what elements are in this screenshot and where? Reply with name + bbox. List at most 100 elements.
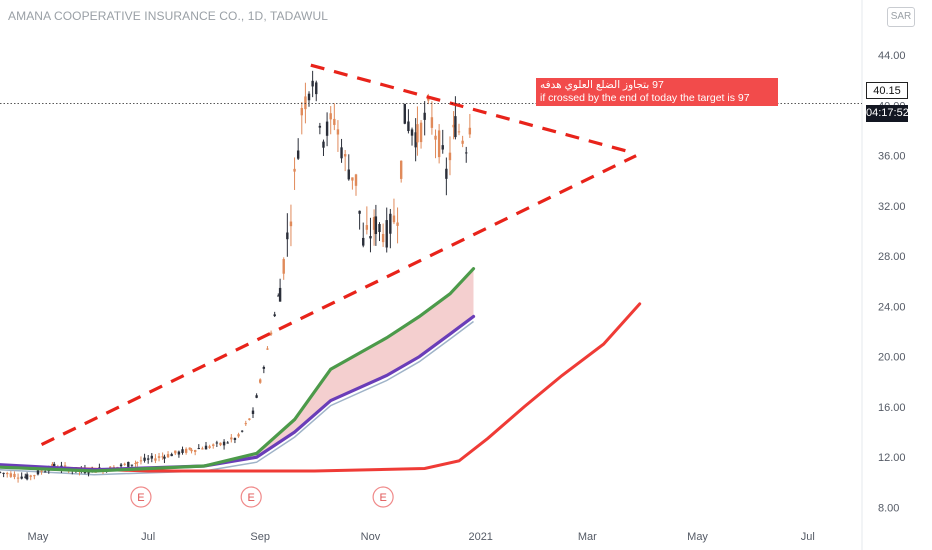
currency-button[interactable]: SAR — [887, 7, 915, 27]
candle-body — [340, 147, 343, 159]
candle-body — [396, 222, 399, 226]
candle-body — [365, 225, 369, 230]
candle-body — [434, 135, 437, 140]
candle-body — [307, 93, 311, 101]
candle-body — [63, 465, 67, 467]
candle-body — [293, 168, 296, 172]
candle-body — [201, 448, 204, 450]
candle-body — [304, 96, 307, 110]
candle-body — [325, 121, 329, 136]
event-marker: E — [240, 486, 262, 508]
candle-body — [215, 442, 219, 444]
candle-body — [161, 456, 164, 458]
candle-body — [403, 103, 406, 124]
candle-body — [0, 471, 2, 473]
candle-body — [315, 82, 318, 95]
candle-body — [233, 438, 237, 440]
candle-body — [277, 295, 280, 297]
candle-body — [87, 472, 90, 474]
candle-body — [134, 462, 137, 464]
x-tick-label: Mar — [578, 531, 597, 543]
chart-title: AMANA COOPERATIVE INSURANCE CO., 1D, TAD… — [8, 9, 329, 23]
candle-body — [437, 130, 441, 158]
candle-body — [286, 232, 289, 240]
candle-body — [43, 471, 47, 473]
candle-body — [123, 463, 126, 465]
candle-body — [336, 129, 340, 135]
y-tick-label: 24.00 — [878, 301, 906, 313]
candle-body — [40, 470, 43, 472]
candle-body — [399, 160, 403, 179]
candle-body — [465, 152, 468, 154]
candle-body — [244, 423, 247, 425]
event-marker-label: E — [248, 492, 255, 504]
candle-body — [139, 460, 143, 462]
y-tick-label: 20.00 — [878, 352, 906, 364]
candle-body — [33, 475, 36, 477]
candle-body — [259, 379, 262, 383]
candle-body — [51, 463, 54, 468]
candle-body — [266, 348, 269, 350]
candle-body — [410, 129, 414, 136]
candle-body — [24, 476, 27, 478]
candle-body — [130, 464, 134, 466]
candle-body — [351, 177, 354, 181]
ma-shadow-line — [0, 320, 474, 476]
candle-body — [441, 145, 444, 150]
event-marker: E — [130, 486, 152, 508]
candle-body — [407, 121, 410, 132]
candle-body — [343, 154, 347, 157]
candle-body — [13, 473, 16, 478]
candle-body — [222, 441, 226, 446]
y-tick-label: 8.00 — [878, 502, 899, 514]
candle-body — [212, 444, 215, 446]
x-tick-label: Nov — [361, 531, 381, 543]
candle-body — [333, 118, 336, 125]
candle-body — [430, 117, 434, 128]
candles-group — [0, 70, 472, 483]
candle-body — [119, 464, 123, 467]
y-tick-label: 12.00 — [878, 452, 906, 464]
candle-body — [385, 220, 388, 248]
candle-body — [269, 332, 273, 335]
candle-body — [248, 418, 251, 420]
candle-body — [374, 216, 378, 235]
candle-body — [416, 124, 419, 143]
candle-body — [378, 224, 381, 233]
candle-body — [177, 451, 181, 455]
candle-body — [457, 131, 461, 133]
candle-body — [273, 314, 276, 317]
event-marker-label: E — [137, 492, 144, 504]
candle-body — [6, 473, 9, 475]
event-marker-circle — [130, 486, 152, 508]
x-tick-label: Sep — [250, 531, 270, 543]
y-tick-label: 36.00 — [878, 151, 906, 163]
event-marker-label: E — [379, 492, 386, 504]
candle-body — [311, 80, 314, 87]
candle-body — [296, 150, 300, 159]
candle-body — [452, 124, 455, 128]
x-tick-label: Jul — [801, 531, 815, 543]
annotation-note: 97 بتجاوز الضلع العلوي هدفه if crossed b… — [536, 78, 778, 106]
x-tick-label: Jul — [141, 531, 155, 543]
candle-body — [204, 445, 208, 450]
candle-body — [150, 455, 153, 459]
candle-body — [392, 215, 396, 223]
candle-body — [226, 442, 229, 444]
candle-body — [322, 141, 325, 148]
candle-body — [157, 456, 161, 458]
candle-body — [427, 98, 430, 101]
candle-body — [2, 472, 5, 474]
candle-body — [362, 237, 365, 246]
candle-body — [181, 449, 184, 453]
candle-body — [219, 442, 222, 446]
x-tick-label: May — [687, 531, 708, 543]
candle-body — [414, 132, 417, 148]
candle-body — [16, 477, 20, 479]
event-marker: E — [372, 486, 394, 508]
ma-green-line — [0, 267, 476, 473]
candle-body — [163, 456, 166, 459]
trendline-upper — [310, 63, 635, 155]
